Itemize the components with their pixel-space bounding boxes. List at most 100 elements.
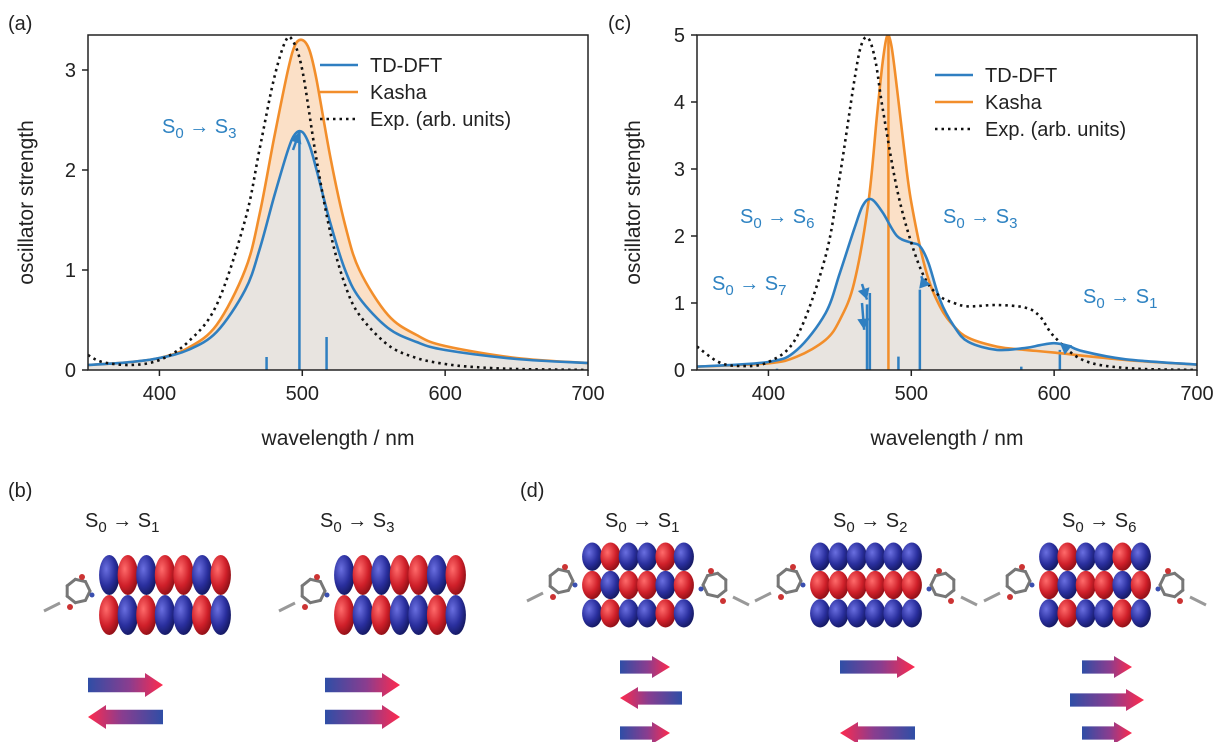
panel-d-title-1: S0 → S1 (605, 510, 679, 536)
ligand-bond (1023, 570, 1032, 583)
orbital-lobe-red (883, 570, 904, 600)
ligand-bond (566, 570, 575, 583)
x-axis-title: wavelength / nm (870, 427, 1024, 450)
dipole-arrow-b-0-1 (88, 705, 163, 729)
orbital-lobe-red (1057, 599, 1078, 628)
ligand-bond (1158, 574, 1167, 587)
orbital-lobe-red (1039, 570, 1060, 600)
orbital-lobe-blue (582, 599, 603, 628)
ligand-bond (526, 591, 544, 603)
orbital-lobe-blue (1094, 542, 1115, 571)
series-tddft (88, 129, 588, 367)
ligand-bond (1163, 592, 1177, 599)
ligand-atom (1165, 568, 1171, 574)
orbital-lobe-blue (1130, 599, 1151, 628)
x-tick-label-400: 400 (143, 383, 176, 405)
ligand-bond (705, 571, 720, 578)
panel-d-title-2: S0 → S2 (833, 510, 907, 536)
plot-frame (696, 34, 1198, 371)
ligand-bond (566, 579, 575, 592)
orbital-lobe-red (810, 570, 831, 600)
ligand-bond (1023, 579, 1032, 592)
orbital-lobe-blue (828, 542, 849, 571)
orbital-lobe-red (389, 555, 411, 595)
ligand-bond (716, 571, 728, 582)
orbital-lobe-blue (1039, 599, 1060, 628)
dipole-arrow-d-0-2 (620, 722, 670, 742)
orbital-lobe-blue (828, 599, 849, 628)
ligand-bond (794, 579, 803, 592)
orbital-lobe-blue (883, 542, 904, 571)
orbital-lobe-blue (426, 555, 448, 595)
plot-area (88, 35, 588, 370)
orbital-lobe-red (637, 570, 658, 600)
molecule-d-2 (754, 542, 978, 628)
y-tick-label-2: 2 (674, 226, 685, 248)
ligand-bond (1162, 571, 1177, 578)
ligand-atom (778, 594, 784, 600)
y-tick-label-0: 0 (674, 360, 685, 382)
ligand-bond (318, 580, 327, 593)
legend-label-2: Exp. (arb. units) (370, 109, 511, 131)
panel-d-title-3: S0 → S6 (1062, 510, 1136, 536)
annotation-label-0: S0 → S3 (162, 116, 236, 142)
orbital-lobe-blue (334, 555, 355, 595)
orbital-lobe-blue (865, 542, 886, 571)
ligand-bond (83, 589, 92, 602)
series-kasha (88, 38, 588, 367)
orbital-lobe-blue (810, 542, 831, 571)
orbital-lobe-red (117, 555, 139, 595)
orbital-lobe-blue (117, 595, 139, 635)
series-tddft (697, 197, 1197, 368)
dipole-arrow-b-0-0 (88, 673, 163, 697)
ligand-bond (776, 584, 788, 595)
ligand-atom (67, 604, 73, 610)
orbital-lobe-blue (655, 570, 676, 600)
orbital-lobe-blue (901, 599, 922, 628)
y-axis-title: oscillator strength (622, 120, 645, 285)
orbital-lobe-blue (154, 595, 176, 635)
ligand-bond (944, 571, 956, 582)
orbital-lobe-red (865, 570, 886, 600)
ligand-bond (1005, 584, 1017, 595)
orbital-lobe-blue (136, 555, 157, 595)
legend-label-0: TD-DFT (370, 55, 442, 77)
orbital-lobe-blue (846, 599, 867, 628)
y-axis-title: oscillator strength (15, 120, 38, 285)
ligand-bond (318, 589, 327, 602)
ligand-bond (548, 567, 560, 578)
orbital-lobe-blue (1039, 542, 1060, 571)
dipole-arrow-d-0-0 (620, 656, 670, 678)
orbital-lobe-blue (1075, 599, 1096, 628)
ligand-bond (754, 591, 772, 603)
dipole-arrow-d-2-1 (1070, 689, 1144, 711)
orbital-lobe-blue (371, 555, 392, 595)
ligand-atom (1007, 594, 1013, 600)
orbital-lobe-red (371, 595, 392, 635)
orbital-lobe-red (154, 555, 176, 595)
series-kasha (697, 35, 1197, 368)
ligand-bond (701, 574, 710, 587)
orbital-lobe-blue (810, 599, 831, 628)
orbital-lobe-red (445, 555, 466, 595)
orbital-lobe-red (1130, 570, 1151, 600)
dipole-arrow-d-1-1 (840, 722, 915, 742)
ligand-bond (556, 567, 571, 574)
orbital-lobe-red (582, 570, 603, 600)
ligand-atom (562, 564, 568, 570)
panel-label-c: (c) (608, 13, 631, 35)
ligand-bond (65, 594, 77, 605)
orbital-lobe-red (408, 555, 429, 595)
annotation-label-1: S0 → S7 (712, 273, 786, 299)
dipole-arrow-d-0-1 (620, 687, 682, 709)
x-tick-label-700: 700 (571, 383, 604, 405)
annotation-arrowhead-0 (857, 287, 870, 300)
ligand-bond (1005, 567, 1017, 578)
legend-label-2: Exp. (arb. units) (985, 119, 1126, 141)
legend-label-1: Kasha (985, 92, 1043, 114)
orbital-lobe-red (1112, 542, 1133, 571)
ligand-bond (1173, 588, 1185, 599)
ligand-bond (706, 592, 720, 599)
ligand-bond (73, 598, 87, 605)
